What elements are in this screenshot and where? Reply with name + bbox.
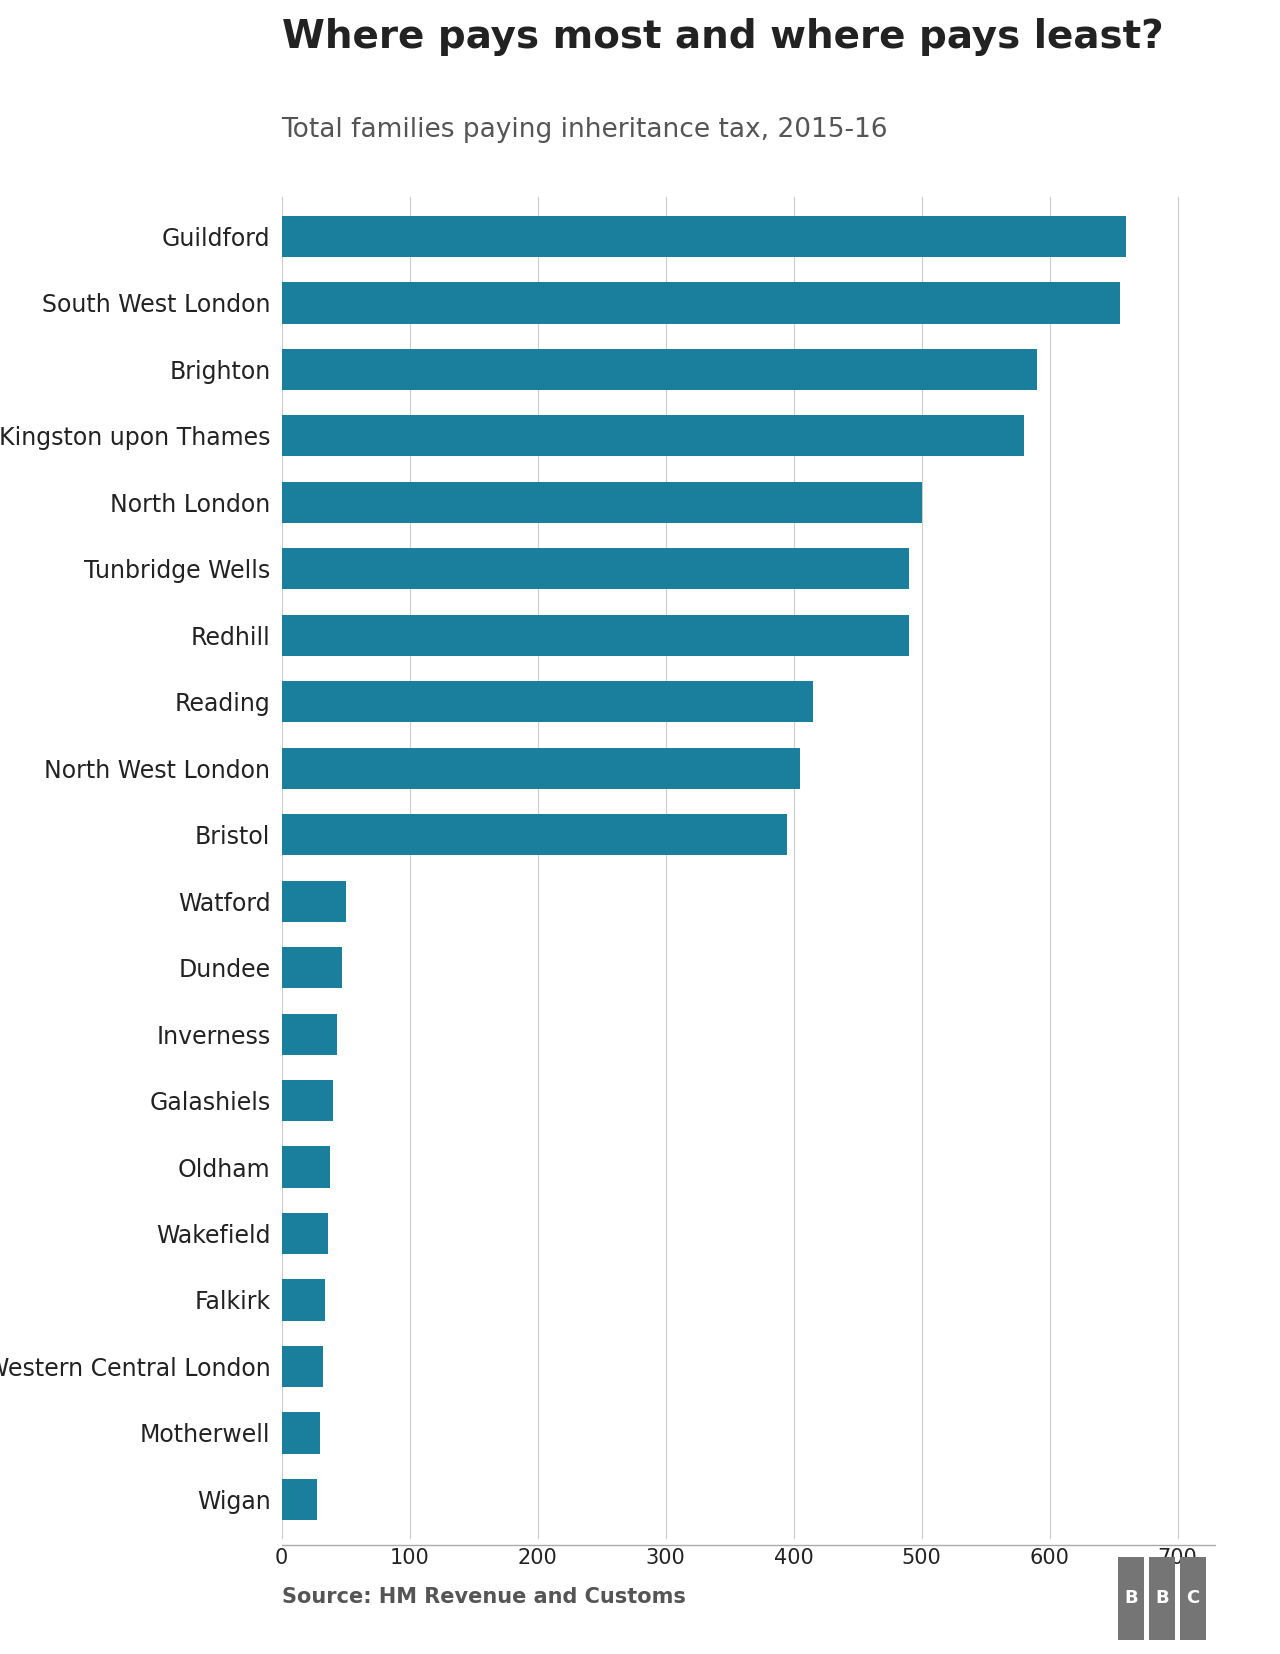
FancyBboxPatch shape <box>1148 1558 1175 1641</box>
Bar <box>282 547 909 589</box>
Bar <box>282 880 346 921</box>
Bar <box>282 1346 323 1388</box>
Bar <box>282 814 787 855</box>
Bar <box>282 1413 320 1454</box>
Bar <box>282 349 1037 390</box>
Bar <box>282 1280 325 1320</box>
Bar <box>282 1479 317 1520</box>
Text: B: B <box>1124 1589 1138 1606</box>
Text: C: C <box>1187 1589 1199 1606</box>
FancyBboxPatch shape <box>1117 1558 1144 1641</box>
Bar <box>282 481 922 523</box>
Text: Total families paying inheritance tax, 2015-16: Total families paying inheritance tax, 2… <box>282 117 888 144</box>
Bar <box>282 615 909 657</box>
Bar <box>282 217 1126 256</box>
Bar <box>282 1080 333 1121</box>
Text: Where pays most and where pays least?: Where pays most and where pays least? <box>282 18 1164 56</box>
Bar <box>282 948 342 987</box>
Bar <box>282 681 813 723</box>
Bar <box>282 415 1024 457</box>
Bar <box>282 1146 330 1188</box>
Bar <box>282 283 1120 324</box>
Bar <box>282 1014 337 1055</box>
FancyBboxPatch shape <box>1180 1558 1206 1641</box>
Bar <box>282 1212 328 1254</box>
Text: Source: HM Revenue and Customs: Source: HM Revenue and Customs <box>282 1588 686 1608</box>
Text: B: B <box>1155 1589 1169 1606</box>
Bar <box>282 748 800 789</box>
